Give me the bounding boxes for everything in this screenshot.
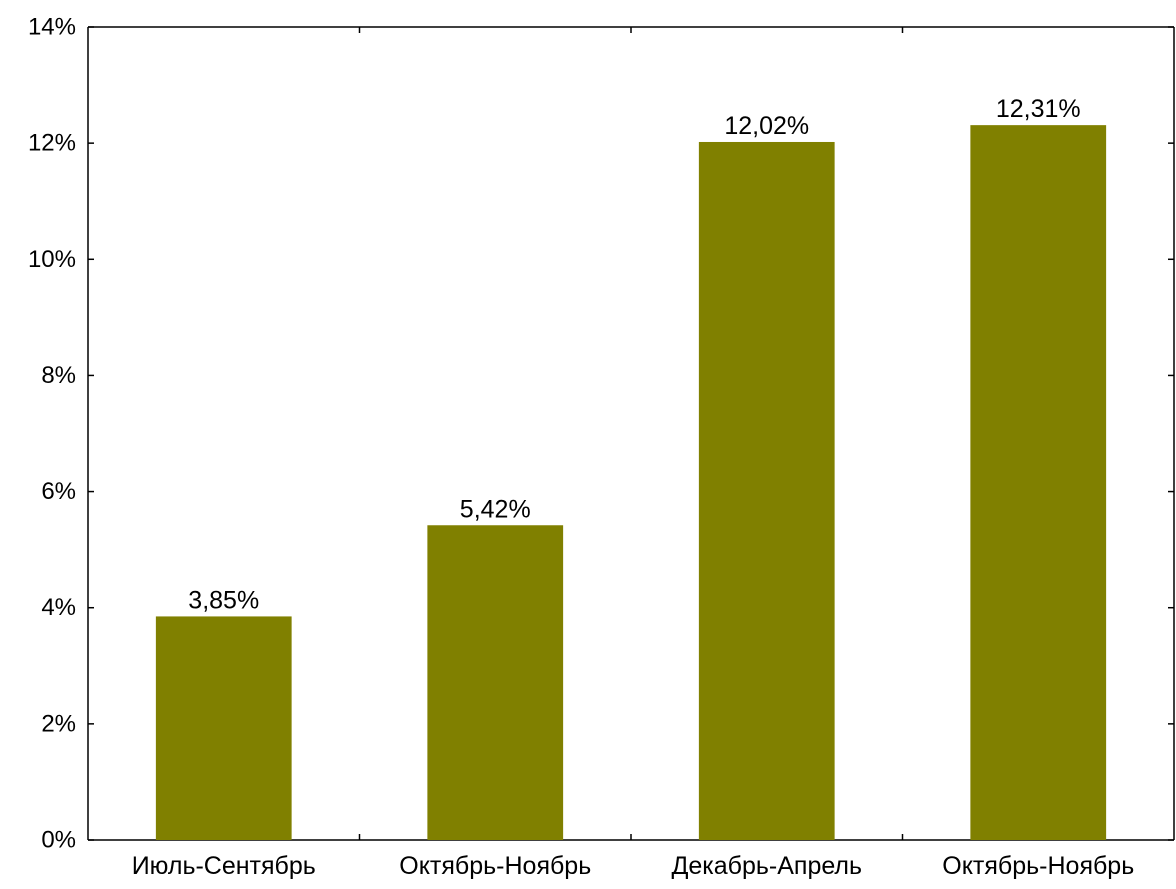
bars bbox=[155, 125, 1107, 840]
x-category-label: Июль-Сентябрь bbox=[132, 852, 316, 880]
bar-value-label: 3,85% bbox=[188, 586, 259, 614]
bar bbox=[970, 125, 1107, 840]
x-category-label: Октябрь-Ноябрь bbox=[399, 852, 591, 880]
bar bbox=[427, 525, 564, 840]
labels: 0% 2% 4% 6% 8% 10% 12% 14% 3,85% Июль-Сентябрь 5,4… bbox=[28, 14, 1134, 881]
bar-value-label: 12,02% bbox=[724, 112, 809, 140]
x-category-label: Декабрь-Апрель bbox=[671, 852, 862, 880]
y-tick-label: 6% bbox=[41, 478, 76, 505]
y-tick-label: 8% bbox=[41, 362, 76, 389]
y-tick-label: 10% bbox=[28, 246, 76, 273]
x-category-label: Октябрь-Ноябрь bbox=[942, 852, 1134, 880]
y-tick-label: 0% bbox=[41, 827, 76, 854]
bar-value-label: 5,42% bbox=[460, 495, 531, 523]
bar bbox=[155, 616, 292, 840]
y-tick-label: 12% bbox=[28, 130, 76, 157]
y-tick-label: 14% bbox=[28, 14, 76, 41]
bar-value-label: 12,31% bbox=[996, 95, 1081, 123]
y-tick-label: 2% bbox=[41, 710, 76, 737]
y-tick-label: 4% bbox=[41, 594, 76, 621]
bar bbox=[698, 141, 835, 840]
